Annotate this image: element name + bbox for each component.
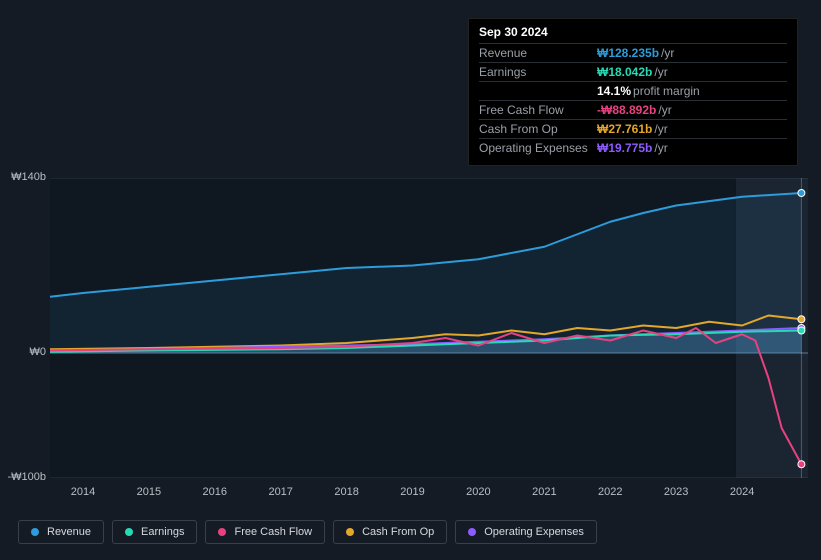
tooltip-row-suffix: /yr (661, 46, 674, 60)
tooltip-row-value: ₩19.775b (597, 141, 652, 155)
tooltip-date: Sep 30 2024 (479, 25, 787, 43)
tooltip-row-label (479, 84, 597, 98)
legend-dot-icon (218, 528, 226, 536)
tooltip-row: Free Cash Flow-₩88.892b /yr (479, 100, 787, 119)
x-axis-label: 2020 (466, 486, 490, 498)
tooltip-row: Cash From Op₩27.761b /yr (479, 119, 787, 138)
x-axis-label: 2022 (598, 486, 622, 498)
x-axis-label: 2017 (268, 486, 292, 498)
legend-dot-icon (125, 528, 133, 536)
x-axis-label: 2023 (664, 486, 688, 498)
tooltip-row-value: ₩27.761b (597, 122, 652, 136)
chart-legend: Revenue Earnings Free Cash Flow Cash From O… (18, 520, 597, 544)
tooltip-row: Earnings₩18.042b /yr (479, 62, 787, 81)
legend-label: Free Cash Flow (234, 526, 312, 538)
plot-area[interactable] (50, 178, 808, 478)
legend-item[interactable]: Revenue (18, 520, 104, 544)
legend-label: Earnings (141, 526, 184, 538)
chart-svg (50, 178, 808, 478)
x-axis-label: 2024 (730, 486, 754, 498)
tooltip-row-value: 14.1% (597, 84, 631, 98)
tooltip-row-label: Earnings (479, 65, 597, 79)
tooltip-row-label: Cash From Op (479, 122, 597, 136)
x-axis-label: 2014 (71, 486, 95, 498)
tooltip-row-value: ₩18.042b (597, 65, 652, 79)
legend-dot-icon (468, 528, 476, 536)
tooltip-row-suffix: /yr (654, 122, 667, 136)
tooltip-row-label: Free Cash Flow (479, 103, 597, 117)
y-axis-label: ₩140b (11, 171, 46, 183)
tooltip-row-suffix: /yr (654, 141, 667, 155)
legend-label: Revenue (47, 526, 91, 538)
tooltip-row-suffix: /yr (654, 65, 667, 79)
legend-dot-icon (346, 528, 354, 536)
x-axis-label: 2016 (203, 486, 227, 498)
legend-item[interactable]: Operating Expenses (455, 520, 597, 544)
y-axis-label: ₩0 (30, 346, 47, 358)
tooltip-row-value: ₩128.235b (597, 46, 659, 60)
tooltip-row: Operating Expenses₩19.775b /yr (479, 138, 787, 157)
legend-label: Operating Expenses (484, 526, 584, 538)
tooltip-row-label: Operating Expenses (479, 141, 597, 155)
data-tooltip: Sep 30 2024 Revenue₩128.235b /yrEarnings… (468, 18, 798, 166)
y-axis-label: -₩100b (7, 471, 46, 483)
x-axis-label: 2018 (334, 486, 358, 498)
tooltip-row-suffix: profit margin (633, 84, 700, 98)
legend-item[interactable]: Earnings (112, 520, 197, 544)
tooltip-row-value: -₩88.892b (597, 103, 656, 117)
tooltip-row-label: Revenue (479, 46, 597, 60)
legend-item[interactable]: Cash From Op (333, 520, 447, 544)
x-axis-label: 2015 (137, 486, 161, 498)
tooltip-row: Revenue₩128.235b /yr (479, 43, 787, 62)
tooltip-row: 14.1% profit margin (479, 81, 787, 100)
legend-label: Cash From Op (362, 526, 434, 538)
tooltip-rows: Revenue₩128.235b /yrEarnings₩18.042b /yr… (479, 43, 787, 157)
x-axis-label: 2021 (532, 486, 556, 498)
revenue-chart: ₩140b ₩0 -₩100b 2014 2015 2016 2017 2018 2019 20… (0, 160, 821, 500)
legend-dot-icon (31, 528, 39, 536)
tooltip-row-suffix: /yr (658, 103, 671, 117)
legend-item[interactable]: Free Cash Flow (205, 520, 325, 544)
x-axis-label: 2019 (400, 486, 424, 498)
